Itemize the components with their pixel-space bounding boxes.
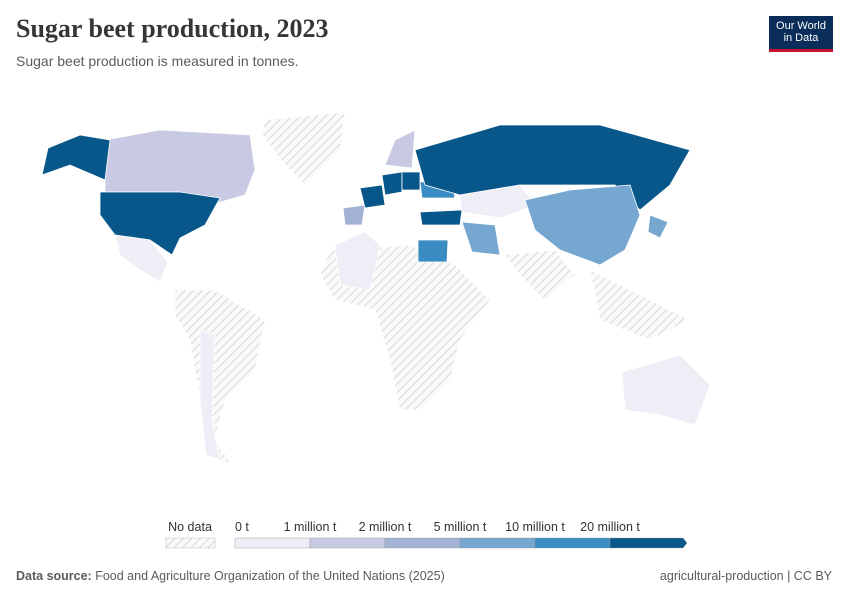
france (359, 184, 386, 209)
legend-tick-label: 2 million t (359, 520, 412, 534)
iran (461, 221, 501, 256)
legend-swatch (459, 537, 536, 549)
source-label: Data source: (16, 569, 92, 583)
south-asia (504, 249, 576, 301)
legend-tick-label: 20 million t (580, 520, 640, 534)
greenland (261, 111, 346, 186)
map: No data 0 t 1 million t 2 million t 5 millio… (41, 111, 711, 549)
kazakhstan (459, 184, 536, 219)
north-africa (334, 231, 381, 291)
japan (647, 214, 669, 239)
scandinavia (384, 129, 416, 169)
poland (401, 171, 421, 191)
alaska (41, 134, 111, 181)
legend-no-data (165, 537, 216, 549)
title: Sugar beet production, 2023 (16, 14, 329, 43)
mexico (114, 234, 169, 283)
egypt (417, 239, 449, 263)
legend-swatch (384, 537, 461, 549)
legend-tick-label: 10 million t (505, 520, 565, 534)
logo[interactable]: Our World in Data (769, 16, 833, 52)
legend-swatch (534, 537, 611, 549)
legend-tick-label: 0 t (235, 520, 249, 534)
credit[interactable]: agricultural-production | CC BY (659, 569, 832, 583)
source-text: Food and Agriculture Organization of the… (95, 569, 445, 583)
turkey (419, 209, 463, 226)
legend-swatch (309, 537, 386, 549)
australia (621, 354, 711, 426)
germany (381, 171, 403, 196)
china (524, 184, 641, 266)
legend-tick-label: 1 million t (284, 520, 337, 534)
source: Data source: Food and Agriculture Organi… (16, 569, 445, 583)
chile-argentina (199, 329, 221, 461)
south-america (174, 289, 266, 466)
usa (99, 191, 221, 256)
countries (41, 111, 711, 466)
legend-tick-label: 5 million t (434, 520, 487, 534)
legend-swatch (234, 537, 311, 549)
legend-swatch (609, 537, 688, 549)
legend-no-data-label: No data (168, 520, 212, 534)
logo-line: Our World (776, 20, 826, 32)
subtitle: Sugar beet production is measured in ton… (16, 53, 299, 69)
southeast-asia (589, 269, 691, 341)
iberia (342, 204, 366, 226)
logo-line: in Data (783, 32, 819, 44)
